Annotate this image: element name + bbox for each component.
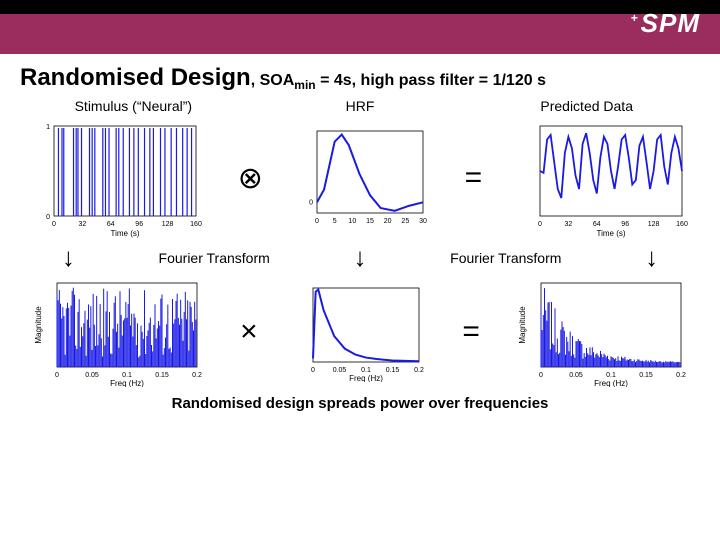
predicted-panel: 0 32 64 96 128 160 Time (s) bbox=[518, 118, 688, 238]
header-bar: +SPM bbox=[0, 0, 720, 54]
svg-text:20: 20 bbox=[384, 218, 392, 225]
svg-text:0: 0 bbox=[52, 221, 56, 228]
down-arrow-2: ↓ bbox=[353, 242, 366, 273]
svg-text:0: 0 bbox=[538, 221, 542, 228]
spm-logo: +SPM bbox=[631, 8, 700, 39]
svg-text:0.1: 0.1 bbox=[361, 367, 371, 374]
hrf-panel: 0 5 10 15 20 25 30 0 bbox=[299, 123, 429, 233]
svg-text:0: 0 bbox=[539, 372, 543, 379]
svg-text:25: 25 bbox=[401, 218, 409, 225]
label-hrf: HRF bbox=[247, 98, 474, 114]
svg-text:0.2: 0.2 bbox=[192, 372, 202, 379]
svg-text:1: 1 bbox=[46, 124, 50, 131]
down-arrow-1: ↓ bbox=[62, 242, 75, 273]
svg-text:10: 10 bbox=[348, 218, 356, 225]
title-subscript: min bbox=[294, 78, 315, 92]
time-domain-row: 010326496128160Time (s) ⊗ 0510152025300 … bbox=[16, 118, 704, 238]
svg-text:0: 0 bbox=[46, 214, 50, 221]
svg-text:0: 0 bbox=[309, 200, 313, 207]
footer-text: Randomised design spreads power over fre… bbox=[0, 395, 720, 412]
predicted-spectrum-panel: 0 0.05 0.1 0.15 0.2 Freq (Hz) Magnitude bbox=[517, 277, 687, 387]
fourier-label-2: Fourier Transform bbox=[450, 250, 561, 266]
svg-text:0: 0 bbox=[55, 372, 59, 379]
title-sub-rest: = 4s, high pass filter = 1/120 s bbox=[316, 72, 546, 89]
title-main: Randomised Design bbox=[20, 64, 251, 91]
svg-text:15: 15 bbox=[366, 218, 374, 225]
svg-text:Freq (Hz): Freq (Hz) bbox=[349, 374, 383, 382]
svg-text:160: 160 bbox=[676, 221, 688, 228]
header-black-strip bbox=[0, 0, 720, 14]
svg-text:96: 96 bbox=[621, 221, 629, 228]
down-arrow-3: ↓ bbox=[645, 242, 658, 273]
svg-text:0.05: 0.05 bbox=[85, 372, 99, 379]
logo-text: SPM bbox=[641, 8, 700, 38]
svg-text:160: 160 bbox=[190, 221, 202, 228]
svg-text:Time (s): Time (s) bbox=[597, 229, 626, 238]
svg-text:5: 5 bbox=[332, 218, 336, 225]
stimulus-panel: 0 1 0 32 64 96 128 160 Time (s) bbox=[32, 118, 202, 238]
multiply-operator: × bbox=[236, 315, 262, 349]
label-stimulus: Stimulus (“Neural”) bbox=[20, 98, 247, 114]
svg-text:0.15: 0.15 bbox=[386, 367, 400, 374]
page-title: Randomised Design, SOAmin = 4s, high pas… bbox=[20, 64, 700, 92]
svg-text:128: 128 bbox=[648, 221, 660, 228]
svg-text:0.15: 0.15 bbox=[155, 372, 169, 379]
label-predicted: Predicted Data bbox=[473, 98, 700, 114]
stim-spectrum-panel: 0 0.05 0.1 0.15 0.2 Freq (Hz) Magnitude bbox=[33, 277, 203, 387]
equals-operator-2: = bbox=[458, 315, 484, 349]
svg-text:0.1: 0.1 bbox=[122, 372, 132, 379]
svg-text:0.2: 0.2 bbox=[414, 367, 424, 374]
svg-text:32: 32 bbox=[78, 221, 86, 228]
convolve-operator: ⊗ bbox=[234, 161, 267, 196]
svg-text:Freq (Hz): Freq (Hz) bbox=[594, 379, 628, 387]
svg-text:128: 128 bbox=[162, 221, 174, 228]
equals-operator-1: = bbox=[461, 161, 487, 195]
svg-text:96: 96 bbox=[135, 221, 143, 228]
svg-text:0.05: 0.05 bbox=[569, 372, 583, 379]
hrf-spectrum-panel: 0 0.05 0.1 0.15 0.2 Freq (Hz) bbox=[295, 282, 425, 382]
svg-text:32: 32 bbox=[565, 221, 573, 228]
svg-text:0: 0 bbox=[311, 367, 315, 374]
svg-text:0.05: 0.05 bbox=[333, 367, 347, 374]
svg-text:0.1: 0.1 bbox=[606, 372, 616, 379]
freq-domain-row: 0 0.05 0.1 0.15 0.2 Freq (Hz) Magnitude × 0 0.0… bbox=[16, 277, 704, 387]
fourier-row: ↓ Fourier Transform ↓ Fourier Transform … bbox=[20, 242, 700, 273]
svg-text:Magnitude: Magnitude bbox=[518, 306, 527, 344]
logo-prefix: + bbox=[631, 11, 639, 25]
column-labels-row: Stimulus (“Neural”) HRF Predicted Data bbox=[20, 98, 700, 114]
svg-text:Magnitude: Magnitude bbox=[34, 306, 43, 344]
svg-text:0.2: 0.2 bbox=[676, 372, 686, 379]
svg-text:Time (s): Time (s) bbox=[110, 229, 139, 238]
svg-text:0: 0 bbox=[315, 218, 319, 225]
svg-text:Freq (Hz): Freq (Hz) bbox=[110, 379, 144, 387]
svg-text:64: 64 bbox=[107, 221, 115, 228]
svg-text:0.15: 0.15 bbox=[639, 372, 653, 379]
title-sub-prefix: , SOA bbox=[251, 72, 295, 89]
svg-text:64: 64 bbox=[593, 221, 601, 228]
fourier-label-1: Fourier Transform bbox=[159, 250, 270, 266]
svg-text:30: 30 bbox=[419, 218, 427, 225]
